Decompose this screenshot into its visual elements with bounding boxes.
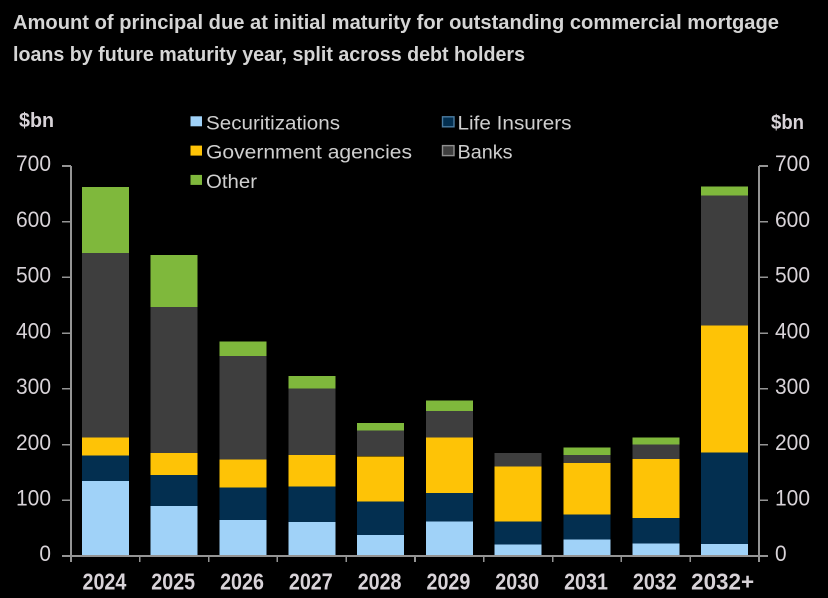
svg-text:Banks: Banks — [458, 143, 513, 164]
svg-text:700: 700 — [775, 151, 810, 176]
svg-text:$bn: $bn — [19, 110, 54, 132]
svg-text:2028: 2028 — [358, 569, 402, 595]
svg-text:500: 500 — [775, 263, 810, 288]
svg-text:2027: 2027 — [289, 569, 333, 595]
svg-text:Life Insurers: Life Insurers — [458, 113, 572, 134]
svg-text:Government agencies: Government agencies — [206, 143, 412, 164]
svg-text:0: 0 — [775, 541, 787, 566]
svg-text:100: 100 — [16, 486, 51, 511]
svg-text:600: 600 — [16, 207, 51, 232]
svg-text:700: 700 — [16, 151, 51, 176]
svg-text:2031: 2031 — [564, 569, 608, 595]
svg-text:2025: 2025 — [151, 569, 195, 595]
svg-text:100: 100 — [775, 486, 810, 511]
svg-text:loans by future maturity year,: loans by future maturity year, split acr… — [13, 43, 525, 66]
svg-text:2030: 2030 — [495, 569, 539, 595]
svg-text:2029: 2029 — [427, 569, 471, 595]
svg-text:2026: 2026 — [220, 569, 264, 595]
svg-text:2032: 2032 — [633, 569, 677, 595]
svg-text:400: 400 — [16, 318, 51, 343]
svg-text:500: 500 — [16, 263, 51, 288]
svg-text:200: 200 — [16, 430, 51, 455]
svg-text:200: 200 — [775, 430, 810, 455]
svg-text:0: 0 — [39, 541, 51, 566]
svg-text:300: 300 — [775, 374, 810, 399]
svg-text:$bn: $bn — [771, 112, 804, 134]
svg-text:400: 400 — [775, 318, 810, 343]
svg-text:Amount of principal due at ini: Amount of principal due at initial matur… — [13, 11, 779, 34]
svg-text:2024: 2024 — [83, 569, 127, 595]
svg-text:300: 300 — [16, 374, 51, 399]
svg-text:600: 600 — [775, 207, 810, 232]
svg-text:Securitizations: Securitizations — [206, 113, 340, 134]
svg-text:2032+: 2032+ — [691, 569, 754, 595]
svg-text:Other: Other — [206, 172, 258, 193]
